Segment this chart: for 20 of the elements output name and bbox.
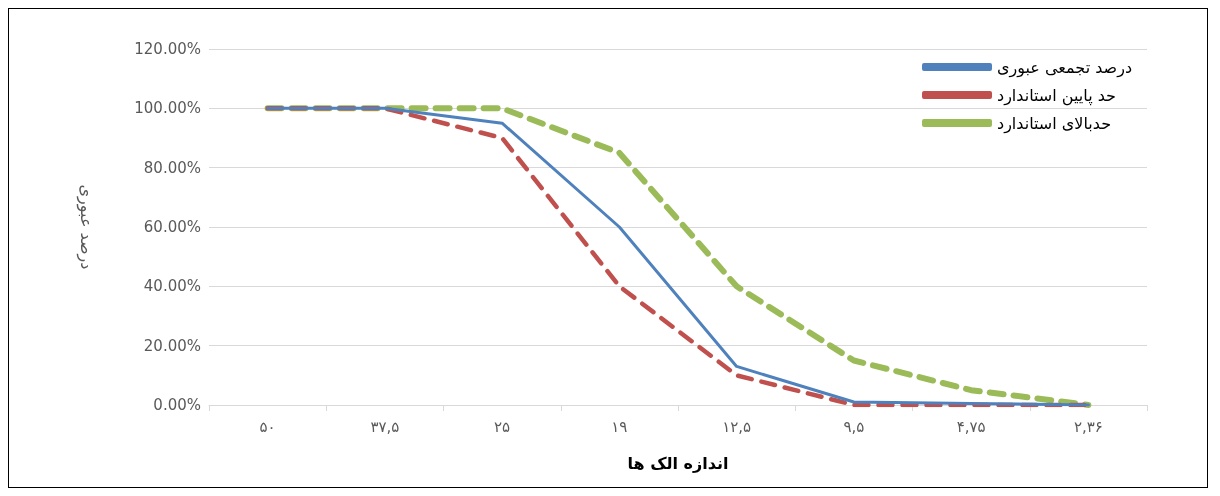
- x-tick-label: ۹,۵: [843, 417, 865, 436]
- y-tick-label: 80.00%: [143, 158, 201, 177]
- y-tick-label: 120.00%: [134, 40, 201, 58]
- legend-label: حدبالای استاندارد: [997, 113, 1112, 134]
- y-axis-title: درصد عبوری: [75, 184, 96, 270]
- x-tick-label: ۱۲,۵: [722, 417, 752, 436]
- legend-label: حد پایین استاندارد: [997, 85, 1116, 106]
- x-tick-label: ۴,۷۵: [956, 417, 986, 436]
- legend-label: درصد تجمعی عبوری: [997, 57, 1132, 78]
- x-axis-title: اندازه الک ها: [627, 453, 729, 473]
- y-tick-label: 100.00%: [134, 99, 201, 118]
- x-tick-label: ۱۹: [611, 417, 628, 436]
- y-tick-label: 40.00%: [143, 277, 201, 296]
- x-tick-label: ۲۵: [494, 417, 511, 436]
- x-tick-label: ۲,۳۶: [1073, 417, 1103, 436]
- x-tick-label: ۵۰: [259, 417, 276, 436]
- y-tick-label: 0.00%: [153, 396, 201, 414]
- x-tick-label: ۳۷,۵: [370, 417, 400, 436]
- y-tick-label: 60.00%: [143, 218, 201, 236]
- y-tick-label: 20.00%: [143, 336, 201, 355]
